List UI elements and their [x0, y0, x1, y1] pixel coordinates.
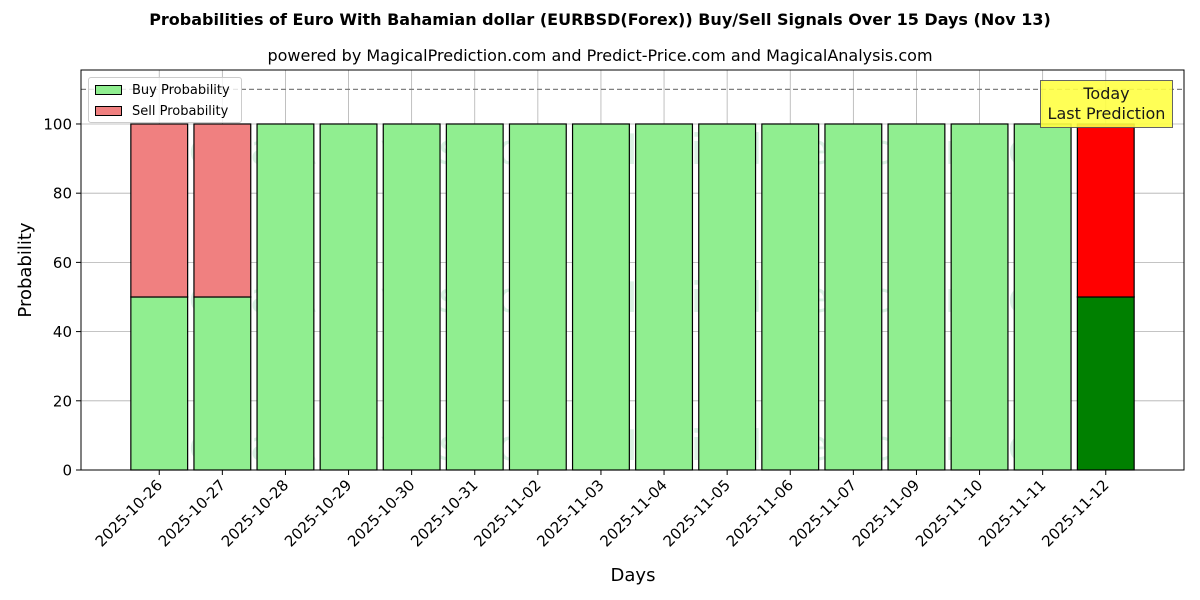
buy-bar [382, 123, 441, 471]
x-tick-label: 2025-10-29 [281, 476, 355, 550]
buy-bar [698, 123, 757, 471]
annotation-line-1: Today [1083, 84, 1130, 103]
y-axis-label: Probability [15, 222, 36, 317]
x-tick-label: 2025-10-30 [344, 476, 418, 550]
x-tick-label: 2025-11-05 [660, 476, 734, 550]
x-tick-label: 2025-10-31 [407, 476, 481, 550]
x-tick-label: 2025-10-26 [92, 476, 166, 550]
buy-bar [193, 296, 252, 471]
x-tick-label: 2025-10-27 [155, 476, 229, 550]
x-tick-label: 2025-10-28 [218, 476, 292, 550]
buy-swatch-icon [95, 85, 122, 95]
x-axis-label: Days [611, 565, 656, 586]
buy-bar [1076, 296, 1135, 471]
y-tick-label: 60 [53, 254, 72, 272]
buy-bar [571, 123, 630, 471]
legend: Buy Probability Sell Probability [88, 77, 242, 123]
buy-bar [950, 123, 1009, 471]
annotation-line-2: Last Prediction [1047, 104, 1166, 123]
x-tick-label: 2025-11-12 [1038, 476, 1112, 550]
x-tick-label: 2025-11-09 [849, 476, 923, 550]
x-axis: 2025-10-262025-10-272025-10-282025-10-29… [92, 470, 1113, 550]
y-tick-label: 0 [62, 462, 72, 480]
buy-bar [319, 123, 378, 471]
plot-area-frame [80, 69, 1185, 471]
x-tick-label: 2025-11-03 [533, 476, 607, 550]
sell-bar [1076, 123, 1135, 298]
x-tick-label: 2025-11-07 [786, 476, 860, 550]
y-tick-label: 20 [53, 392, 72, 410]
buy-bar [130, 296, 189, 471]
buy-bar [761, 123, 820, 471]
buy-bar [824, 123, 883, 471]
buy-bar [635, 123, 694, 471]
y-axis: 0 20 40 60 80 100 [43, 115, 81, 480]
today-annotation: Today Last Prediction [1040, 80, 1173, 128]
sell-swatch-icon [95, 106, 122, 116]
buy-bar [1013, 123, 1072, 471]
bar-series [130, 123, 1135, 471]
buy-bar [508, 123, 567, 471]
chart-title: Probabilities of Euro With Bahamian doll… [149, 10, 1051, 29]
buy-bar [256, 123, 315, 471]
buy-bar [445, 123, 504, 471]
y-tick-label: 40 [53, 323, 72, 341]
y-tick-label: 100 [43, 115, 72, 133]
chart-subtitle: powered by MagicalPrediction.com and Pre… [267, 46, 933, 65]
x-tick-label: 2025-11-06 [723, 476, 797, 550]
y-tick-label: 80 [53, 185, 72, 203]
x-tick-label: 2025-11-10 [912, 476, 986, 550]
legend-item-buy: Buy Probability [95, 81, 230, 99]
legend-buy-label: Buy Probability [132, 82, 230, 98]
x-tick-label: 2025-11-11 [975, 476, 1049, 550]
legend-sell-label: Sell Probability [132, 103, 229, 119]
legend-item-sell: Sell Probability [95, 102, 228, 120]
buy-bar [887, 123, 946, 471]
sell-bar [193, 123, 252, 298]
x-tick-label: 2025-11-04 [597, 476, 671, 550]
sell-bar [130, 123, 189, 298]
x-tick-label: 2025-11-02 [470, 476, 544, 550]
